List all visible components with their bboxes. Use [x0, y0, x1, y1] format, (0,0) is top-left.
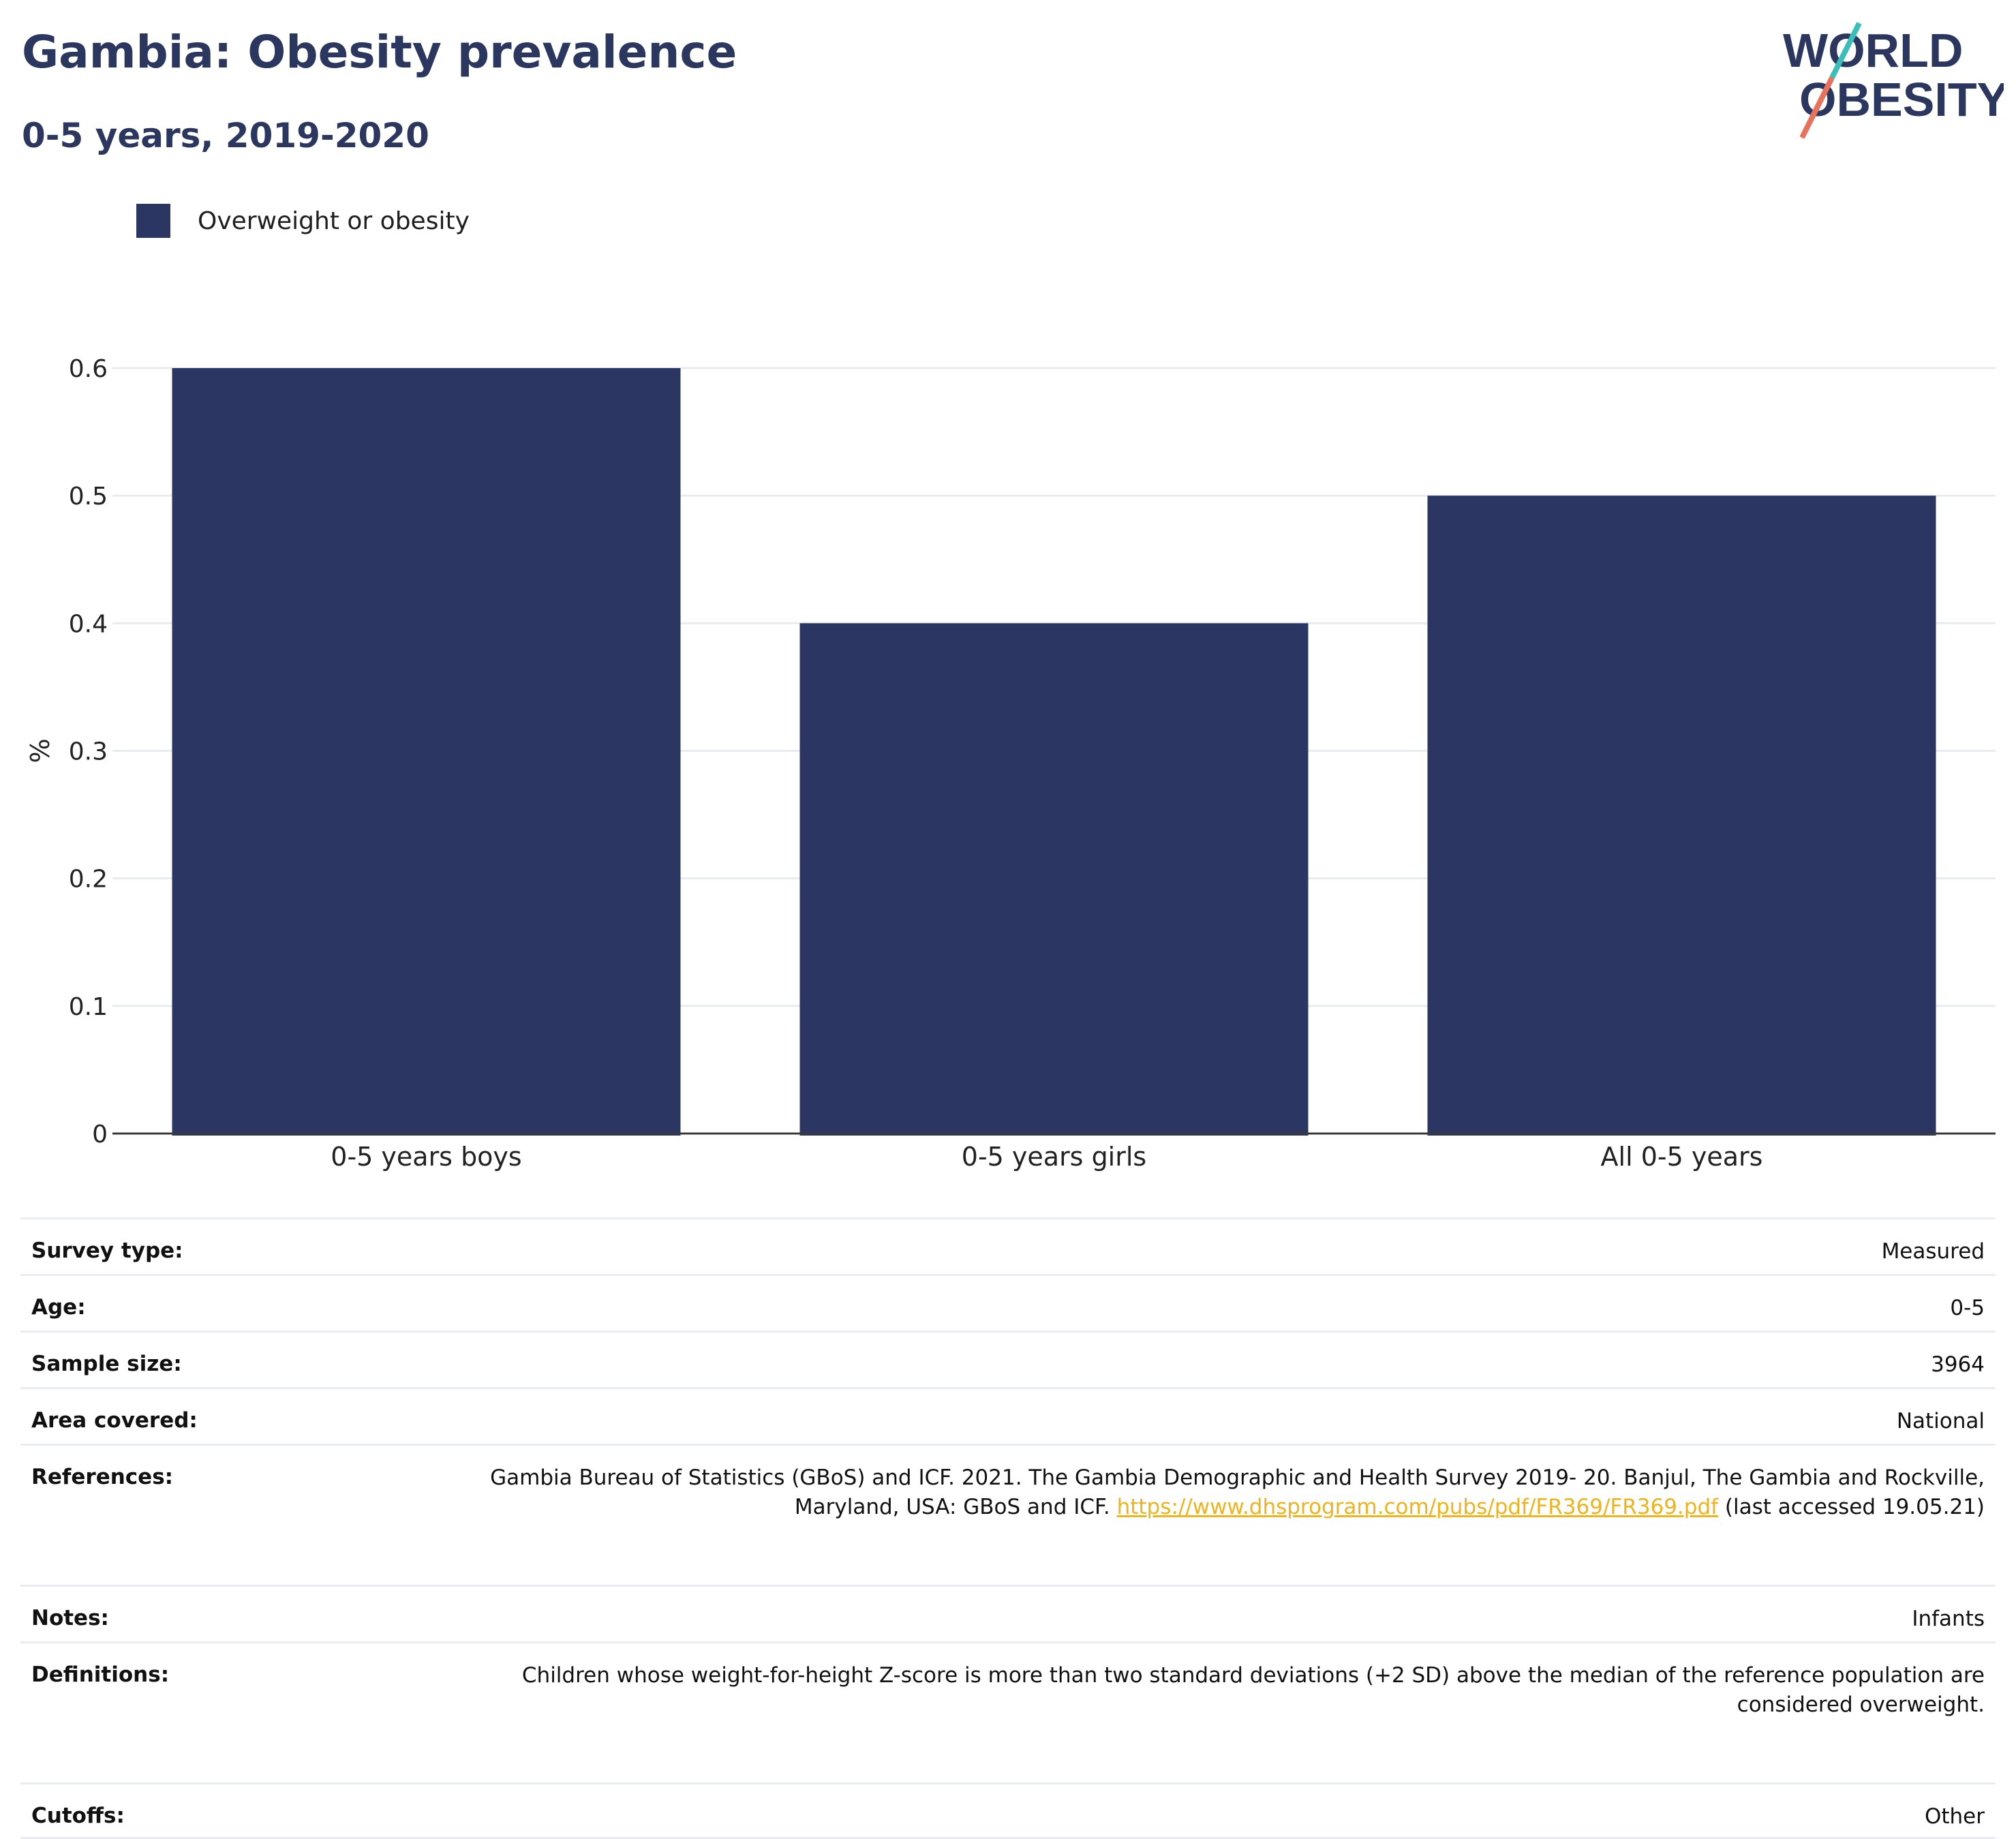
metadata-value: Gambia Bureau of Statistics (GBoS) and I…: [444, 1463, 1985, 1522]
metadata-row: Notes: Infants: [20, 1585, 1996, 1641]
metadata-label: Cutoffs:: [31, 1804, 125, 1828]
metadata-row: Area covered: National: [20, 1387, 1996, 1444]
x-tick-label: All 0-5 years: [1601, 1142, 1763, 1172]
metadata-value: Children whose weight-for-height Z-score…: [444, 1661, 1985, 1720]
metadata-label: Definitions:: [31, 1662, 170, 1687]
metadata-row: Sample size: 3964: [20, 1331, 1996, 1387]
logo-line-1: WORLD: [1783, 24, 1963, 77]
chart-title: Gambia: Obesity prevalence: [22, 26, 737, 78]
legend[interactable]: Overweight or obesity: [136, 202, 470, 240]
metadata-label: Area covered:: [31, 1408, 198, 1433]
y-tick-label: 0.2: [69, 866, 108, 894]
metadata-label: Survey type:: [31, 1238, 183, 1263]
bar: [1427, 496, 1936, 1136]
metadata-label: References:: [31, 1465, 174, 1489]
metadata-value-text: Measured: [1881, 1239, 1985, 1264]
metadata-row: Cutoffs: Other: [20, 1782, 1996, 1839]
metadata-row: Definitions: Children whose weight-for-he…: [20, 1641, 1996, 1782]
world-obesity-logo: WORLD OBESITY: [1783, 22, 2004, 139]
metadata-table: Survey type: Measured Age: 0-5 Sample size: 3…: [20, 1217, 1996, 1839]
metadata-value-text: Other: [1924, 1804, 1985, 1829]
metadata-label: Age:: [31, 1295, 86, 1320]
metadata-value-text: 0-5: [1950, 1296, 1985, 1320]
metadata-value-text: Infants: [1912, 1607, 1985, 1631]
reference-accessed-note: (last accessed 19.05.21): [1724, 1495, 1985, 1519]
metadata-value-text: Gambia Bureau of Statistics (GBoS) and I…: [490, 1465, 1985, 1519]
metadata-value: National: [1897, 1407, 1985, 1436]
metadata-value: 0-5: [1950, 1294, 1985, 1323]
bar: [799, 623, 1309, 1136]
reference-link[interactable]: https://www.dhsprogram.com/pubs/pdf/FR36…: [1116, 1495, 1719, 1519]
y-tick-label: 0.1: [69, 993, 108, 1021]
metadata-value: Infants: [1912, 1605, 1985, 1634]
y-tick-label: 0.6: [69, 355, 108, 383]
metadata-value: Measured: [1882, 1237, 1985, 1266]
metadata-row: Survey type: Measured: [20, 1217, 1996, 1274]
y-tick-label: 0: [92, 1121, 108, 1149]
y-axis-label: %: [25, 738, 55, 763]
metadata-value: 3964: [1931, 1350, 1985, 1380]
y-tick-label: 0.4: [69, 610, 108, 638]
metadata-label: Sample size:: [31, 1352, 182, 1376]
logo-slash-coral: [1799, 76, 1835, 139]
metadata-value-text: Children whose weight-for-height Z-score…: [521, 1663, 1985, 1717]
y-tick-label: 0.3: [69, 738, 108, 766]
logo-slash-teal: [1829, 22, 1862, 79]
metadata-value-text: National: [1896, 1409, 1985, 1433]
metadata-label: Notes:: [31, 1606, 109, 1630]
chart-subtitle: 0-5 years, 2019-2020: [22, 116, 429, 155]
legend-swatch: [136, 204, 170, 238]
y-tick-label: 0.5: [69, 483, 108, 511]
metadata-value-text: 3964: [1931, 1352, 1985, 1377]
x-tick-label: 0-5 years boys: [331, 1142, 521, 1172]
metadata-row: References: Gambia Bureau of Statistics (…: [20, 1444, 1996, 1585]
legend-label: Overweight or obesity: [198, 207, 470, 235]
logo-line-2: OBESITY: [1799, 73, 2004, 126]
metadata-value: Other: [1925, 1802, 1985, 1832]
bar-chart: 0 0.1 0.2 0.3 0.4 0.5 0.6% 0-5 years boys 0-5 ye…: [25, 355, 1996, 1172]
metadata-row: Age: 0-5: [20, 1274, 1996, 1331]
bar: [172, 368, 681, 1136]
x-tick-label: 0-5 years girls: [962, 1142, 1146, 1172]
